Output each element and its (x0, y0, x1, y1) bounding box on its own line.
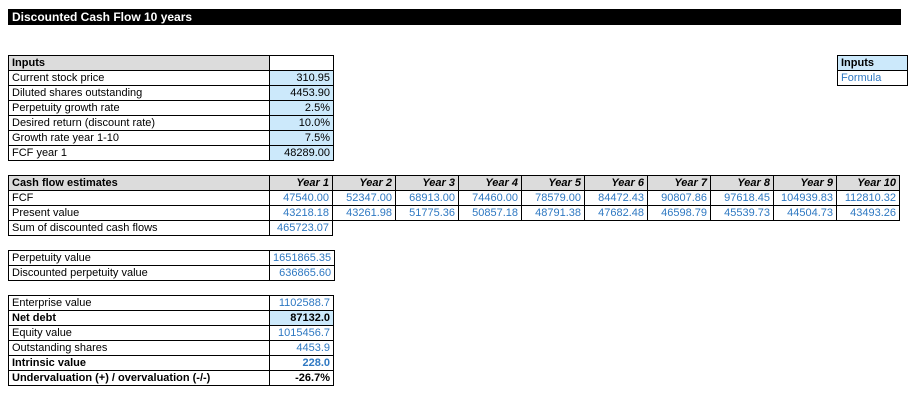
table-row: Intrinsic value 228.0 (8, 355, 334, 371)
year-header: Year 9 (773, 175, 837, 191)
formula-cell[interactable]: 52347.00 (332, 190, 396, 206)
title-bar: Discounted Cash Flow 10 years (8, 9, 901, 25)
legend-table: Inputs Formula (837, 55, 908, 86)
table-row: Net debt 87132.0 (8, 310, 334, 326)
perpetuity-table: Perpetuity value 1651865.35 Discounted per… (8, 250, 336, 281)
formula-cell[interactable]: 50857.18 (458, 205, 522, 221)
table-row: Inputs (8, 55, 334, 71)
row-label: Sum of discounted cash flows (8, 220, 270, 236)
input-cell[interactable]: 4453.90 (269, 85, 334, 101)
section-header: Cash flow estimates (8, 175, 270, 191)
formula-cell[interactable]: 43493.26 (836, 205, 900, 221)
row-label: Diluted shares outstanding (8, 85, 270, 101)
input-cell[interactable]: 87132.0 (269, 310, 334, 326)
valuation-table: Enterprise value 1102588.7 Net debt 87132.0… (8, 295, 334, 386)
formula-cell[interactable]: 46598.79 (647, 205, 711, 221)
table-row: Current stock price 310.95 (8, 70, 334, 86)
table-row: Diluted shares outstanding 4453.90 (8, 85, 334, 101)
row-label: FCF (8, 190, 270, 206)
formula-cell[interactable]: 97618.45 (710, 190, 774, 206)
formula-cell[interactable]: 78579.00 (521, 190, 585, 206)
table-row: Inputs (837, 55, 908, 71)
row-label: Intrinsic value (8, 355, 270, 371)
inputs-table: Inputs Current stock price 310.95 Diluted s… (8, 55, 334, 161)
table-row: Cash flow estimates Year 1 Year 2 Year 3 Yea… (8, 175, 900, 191)
value-cell[interactable]: -26.7% (269, 370, 334, 386)
year-header: Year 1 (269, 175, 333, 191)
row-label: Perpetuity growth rate (8, 100, 270, 116)
year-header: Year 7 (647, 175, 711, 191)
year-header: Year 3 (395, 175, 459, 191)
blank-cell (333, 221, 900, 236)
year-header: Year 6 (584, 175, 648, 191)
table-row: Sum of discounted cash flows 465723.07 (8, 220, 900, 236)
table-row: Equity value 1015456.7 (8, 325, 334, 341)
formula-cell[interactable]: 74460.00 (458, 190, 522, 206)
formula-cell[interactable]: 4453.9 (269, 340, 334, 356)
formula-cell[interactable]: 43218.18 (269, 205, 333, 221)
row-label: Current stock price (8, 70, 270, 86)
year-header: Year 8 (710, 175, 774, 191)
year-header: Year 10 (836, 175, 900, 191)
cashflow-table: Cash flow estimates Year 1 Year 2 Year 3 Yea… (8, 175, 900, 236)
year-header: Year 4 (458, 175, 522, 191)
table-row: Desired return (discount rate) 10.0% (8, 115, 334, 131)
empty-cell (269, 55, 334, 71)
row-label: Enterprise value (8, 295, 270, 311)
year-header: Year 2 (332, 175, 396, 191)
formula-cell[interactable]: 44504.73 (773, 205, 837, 221)
section-header: Inputs (8, 55, 270, 71)
table-row: Growth rate year 1-10 7.5% (8, 130, 334, 146)
table-row: Discounted perpetuity value 636865.60 (8, 265, 336, 281)
formula-cell[interactable]: 45539.73 (710, 205, 774, 221)
row-label: Growth rate year 1-10 (8, 130, 270, 146)
table-row: Perpetuity growth rate 2.5% (8, 100, 334, 116)
input-cell[interactable]: 2.5% (269, 100, 334, 116)
input-cell[interactable]: 10.0% (269, 115, 334, 131)
input-cell[interactable]: 7.5% (269, 130, 334, 146)
row-label: Undervaluation (+) / overvaluation (-/-) (8, 370, 270, 386)
formula-cell[interactable]: 43261.98 (332, 205, 396, 221)
formula-cell[interactable]: 112810.32 (836, 190, 900, 206)
table-row: Outstanding shares 4453.9 (8, 340, 334, 356)
formula-cell[interactable]: 47682.48 (584, 205, 648, 221)
formula-cell[interactable]: 68913.00 (395, 190, 459, 206)
table-row: Perpetuity value 1651865.35 (8, 250, 336, 266)
row-label: FCF year 1 (8, 145, 270, 161)
formula-cell[interactable]: 1651865.35 (268, 250, 336, 266)
input-cell[interactable]: 48289.00 (269, 145, 334, 161)
table-row: FCF year 1 48289.00 (8, 145, 334, 161)
row-label: Perpetuity value (8, 250, 270, 266)
row-label: Equity value (8, 325, 270, 341)
formula-cell[interactable]: 465723.07 (269, 220, 333, 236)
row-label: Discounted perpetuity value (8, 265, 270, 281)
page-title: Discounted Cash Flow 10 years (12, 10, 193, 24)
formula-cell[interactable]: 1102588.7 (269, 295, 334, 311)
formula-cell[interactable]: 84472.43 (584, 190, 648, 206)
row-label: Present value (8, 205, 270, 221)
formula-cell[interactable]: 48791.38 (521, 205, 585, 221)
formula-cell[interactable]: 47540.00 (269, 190, 333, 206)
table-row: Formula (837, 70, 908, 86)
row-label: Net debt (8, 310, 270, 326)
formula-cell[interactable]: 636865.60 (268, 265, 336, 281)
year-header: Year 5 (521, 175, 585, 191)
table-row: Present value 43218.18 43261.98 51775.36 508… (8, 205, 900, 221)
row-label: Outstanding shares (8, 340, 270, 356)
formula-cell[interactable]: 228.0 (269, 355, 334, 371)
formula-cell[interactable]: 51775.36 (395, 205, 459, 221)
legend-item-input: Inputs (837, 55, 908, 71)
formula-cell[interactable]: 104939.83 (773, 190, 837, 206)
row-label: Desired return (discount rate) (8, 115, 270, 131)
table-row: FCF 47540.00 52347.00 68913.00 74460.00 78579… (8, 190, 900, 206)
formula-cell[interactable]: 90807.86 (647, 190, 711, 206)
table-row: Enterprise value 1102588.7 (8, 295, 334, 311)
input-cell[interactable]: 310.95 (269, 70, 334, 86)
formula-cell[interactable]: 1015456.7 (269, 325, 334, 341)
table-row: Undervaluation (+) / overvaluation (-/-)… (8, 370, 334, 386)
legend-item-formula: Formula (837, 70, 908, 86)
